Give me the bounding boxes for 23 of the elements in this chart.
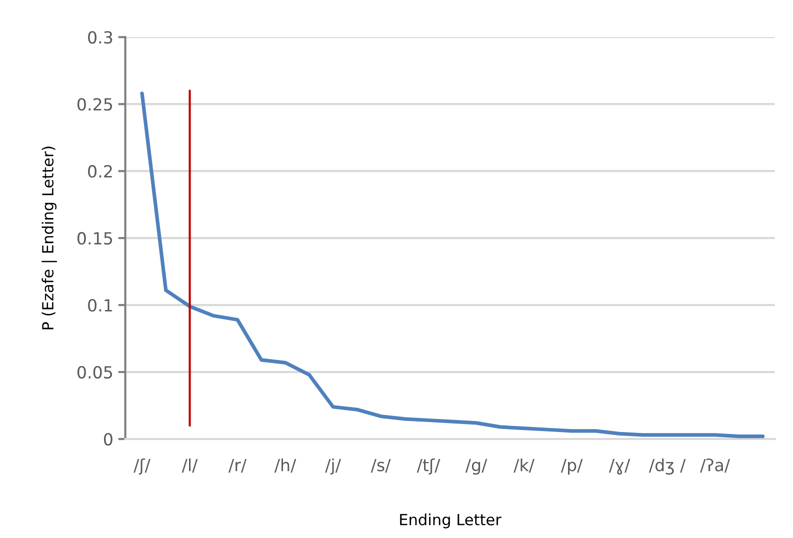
x-axis-title: Ending Letter [400, 514, 502, 528]
x-tick-label: /k/ [514, 458, 534, 473]
x-tick-label: /h/ [274, 458, 296, 473]
y-tick-label: 0 [104, 432, 112, 446]
y-tick-label: 0.05 [77, 366, 112, 379]
x-tick-label: /ɣ/ [608, 458, 630, 475]
x-tick-label: /l/ [182, 458, 198, 473]
x-tick-label: /ʃ/ [134, 458, 150, 475]
line-series [140, 92, 765, 438]
x-tick-label: /g/ [465, 458, 488, 475]
x-tick-label: /tʃ/ [416, 458, 440, 475]
x-tick-label: /ʔa/ [700, 458, 730, 473]
x-tick-label: /s/ [370, 458, 391, 473]
x-tick-label: /dʒ / [648, 458, 686, 475]
y-tick-label: 0.15 [77, 232, 112, 245]
x-tick-label: /r/ [228, 458, 247, 473]
x-tick-label: /j/ [325, 458, 341, 475]
y-tick-label: 0.2 [88, 165, 112, 178]
y-tick-label: 0.3 [88, 31, 112, 44]
y-tick-label: 0.1 [88, 299, 112, 312]
y-tick-label: 0.25 [77, 98, 112, 111]
y-axis-title: P (Ezafe | Ending Letter) [42, 146, 57, 330]
x-tick-label: /p/ [560, 458, 583, 475]
